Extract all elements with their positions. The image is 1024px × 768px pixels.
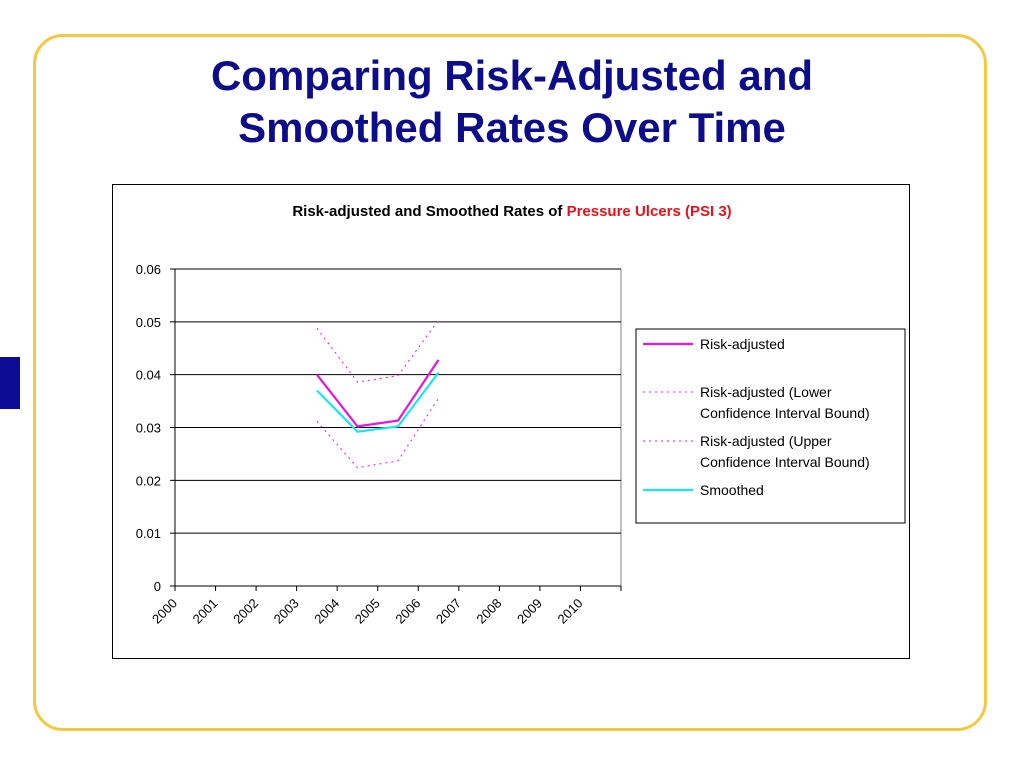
x-tick-label: 2005 [352,596,383,627]
series-line-2 [316,398,439,469]
series-line-3 [316,319,439,383]
series-line-4 [316,371,440,433]
y-tick-label: 0.01 [136,526,161,541]
x-tick-label: 2003 [271,596,302,627]
x-tick-label: 2008 [473,596,504,627]
series-line-1 [316,359,440,428]
legend-label: Risk-adjusted [700,336,785,352]
y-tick-label: 0.04 [136,368,161,383]
legend-label: Risk-adjusted (Upper Confidence Interval … [700,433,870,470]
y-tick-label: 0.06 [136,262,161,277]
x-tick-label: 2001 [190,596,221,627]
slide-title-line-1: Comparing Risk-Adjusted and [210,52,814,99]
x-tick-label: 2000 [149,596,180,627]
legend-label: Risk-adjusted (Lower Confidence Interval … [700,384,870,421]
chart-title: Risk-adjusted and Smoothed Rates of Pres… [0,203,1024,220]
legend-box [635,328,906,524]
x-tick-label: 2009 [514,596,545,627]
x-tick-label: 2006 [392,596,423,627]
y-tick-label: 0 [154,579,161,594]
x-tick-label: 2007 [433,596,464,627]
chart-title-prefix: Risk-adjusted and Smoothed Rates of [292,203,567,220]
chart-title-highlight: Pressure Ulcers (PSI 3) [566,203,732,220]
x-tick-label: 2002 [230,596,261,627]
legend-label: Smoothed [700,482,764,498]
y-tick-label: 0.02 [136,473,161,488]
x-tick-label: 2010 [555,596,586,627]
slide-title-line-2: Smoothed Rates Over Time [238,104,786,151]
slide-title: Comparing Risk-Adjusted and Smoothed Rat… [0,50,1024,154]
y-tick-label: 0.05 [136,315,161,330]
y-tick-label: 0.03 [136,421,161,436]
x-tick-label: 2004 [311,596,342,627]
slide-frame [33,34,987,731]
side-marker [0,357,20,409]
